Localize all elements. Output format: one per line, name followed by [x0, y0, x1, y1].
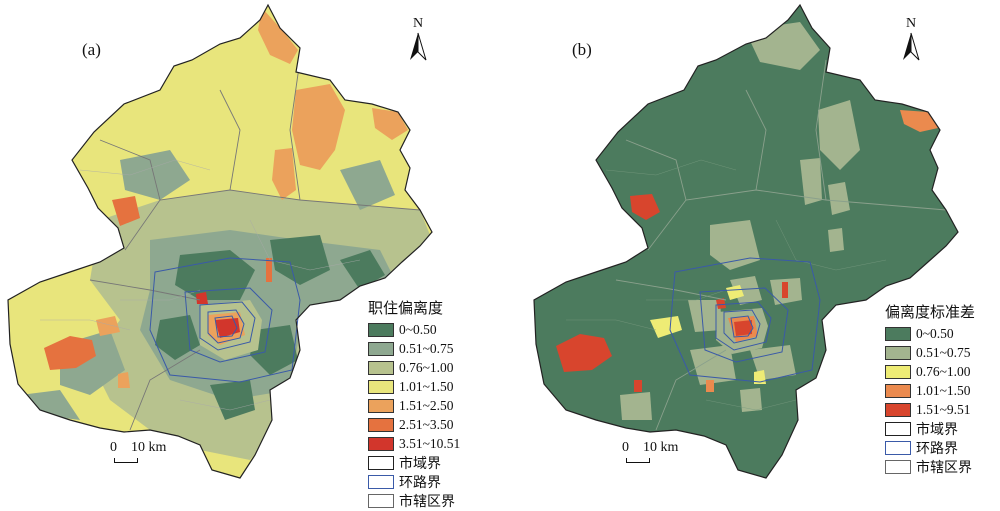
map-panel-a: (a) N 职住偏离度 0~0.50 0.51~0.75 0.76~1.00 1.01…: [0, 0, 500, 510]
legend-boundary-item: 环路界: [885, 438, 975, 457]
legend-boundary-item: 市辖区界: [885, 457, 975, 476]
scale-distance-label: 10 km: [643, 440, 679, 455]
boundary-swatch: [368, 474, 394, 489]
legend-label: 1.51~9.51: [916, 401, 971, 417]
choropleth-map-a: [7, 4, 433, 479]
legend-label: 市辖区界: [399, 493, 455, 510]
legend-item: 0~0.50: [368, 320, 460, 339]
legend-item: 3.51~10.51: [368, 434, 460, 453]
panel-label-b: (b): [572, 40, 592, 59]
legend-label: 市域界: [916, 421, 958, 438]
legend-item: 1.51~9.51: [885, 400, 975, 419]
map-panel-b: (b) N 偏离度标准差 0~0.50 0.51~0.75 0.76~1.00 1.0…: [500, 0, 1000, 493]
choropleth-map-b: [533, 4, 959, 479]
legend-boundary-item: 市域界: [885, 419, 975, 438]
scale-bar-line: [114, 458, 138, 463]
legend-item: 0.51~0.75: [885, 343, 975, 362]
legend-label: 市域界: [399, 455, 441, 472]
legend-item: 1.01~1.50: [885, 381, 975, 400]
legend-swatch: [368, 360, 394, 375]
legend-label: 环路界: [399, 474, 441, 491]
legend-boundary-item: 市域界: [368, 453, 460, 472]
legend-a: 职住偏离度 0~0.50 0.51~0.75 0.76~1.00 1.01~1.50 1…: [368, 297, 460, 510]
boundary-swatch: [885, 440, 911, 455]
legend-label: 1.01~1.50: [916, 382, 971, 398]
scale-zero-label: 0: [622, 440, 629, 455]
legend-items: 0~0.50 0.51~0.75 0.76~1.00 1.01~1.50 1.51~9.…: [885, 324, 975, 476]
legend-label: 0.51~0.75: [399, 340, 454, 356]
legend-label: 0~0.50: [399, 321, 437, 337]
scale-bar-b: 0 10 km: [622, 440, 702, 470]
legend-item: 1.51~2.50: [368, 396, 460, 415]
legend-swatch: [368, 417, 394, 432]
legend-item: 0.51~0.75: [368, 339, 460, 358]
legend-boundary-item: 环路界: [368, 472, 460, 491]
north-label: N: [905, 16, 917, 31]
boundary-swatch: [885, 421, 911, 436]
legend-swatch: [368, 379, 394, 394]
north-arrow-icon: N: [898, 16, 924, 62]
boundary-swatch: [368, 455, 394, 470]
boundary-swatch: [368, 493, 394, 508]
compass-arrow-icon: [410, 32, 427, 61]
north-label: N: [412, 16, 424, 31]
legend-label: 0.51~0.75: [916, 344, 971, 360]
north-arrow-icon: N: [405, 16, 431, 62]
legend-title: 职住偏离度: [368, 299, 444, 317]
legend-label: 2.51~3.50: [399, 416, 454, 432]
legend-item: 2.51~3.50: [368, 415, 460, 434]
legend-swatch: [885, 383, 911, 398]
legend-swatch: [885, 345, 911, 360]
scale-distance-label: 10 km: [131, 440, 167, 455]
legend-swatch: [885, 402, 911, 417]
legend-label: 0.76~1.00: [399, 359, 454, 375]
compass-arrow-icon: [903, 32, 920, 61]
legend-label: 环路界: [916, 440, 958, 457]
legend-swatch: [885, 326, 911, 341]
legend-swatch: [368, 341, 394, 356]
legend-boundary-item: 市辖区界: [368, 491, 460, 510]
legend-label: 1.01~1.50: [399, 378, 454, 394]
legend-item: 0.76~1.00: [368, 358, 460, 377]
scale-bar-a: 0 10 km: [110, 440, 190, 470]
legend-swatch: [368, 322, 394, 337]
legend-b: 偏离度标准差 0~0.50 0.51~0.75 0.76~1.00 1.01~1.50…: [885, 301, 975, 476]
legend-label: 1.51~2.50: [399, 397, 454, 413]
boundary-swatch: [885, 459, 911, 474]
legend-items: 0~0.50 0.51~0.75 0.76~1.00 1.01~1.50 1.51~2.…: [368, 320, 460, 510]
legend-title: 偏离度标准差: [885, 303, 976, 321]
legend-item: 1.01~1.50: [368, 377, 460, 396]
legend-label: 3.51~10.51: [399, 435, 461, 451]
legend-item: 0.76~1.00: [885, 362, 975, 381]
legend-swatch: [368, 398, 394, 413]
legend-item: 0~0.50: [885, 324, 975, 343]
legend-swatch: [885, 364, 911, 379]
scale-bar-line: [626, 458, 650, 463]
scale-zero-label: 0: [110, 440, 117, 455]
legend-swatch: [368, 436, 394, 451]
legend-label: 0~0.50: [916, 325, 954, 341]
panel-label-a: (a): [82, 40, 101, 59]
legend-label: 0.76~1.00: [916, 363, 971, 379]
legend-label: 市辖区界: [916, 459, 972, 476]
